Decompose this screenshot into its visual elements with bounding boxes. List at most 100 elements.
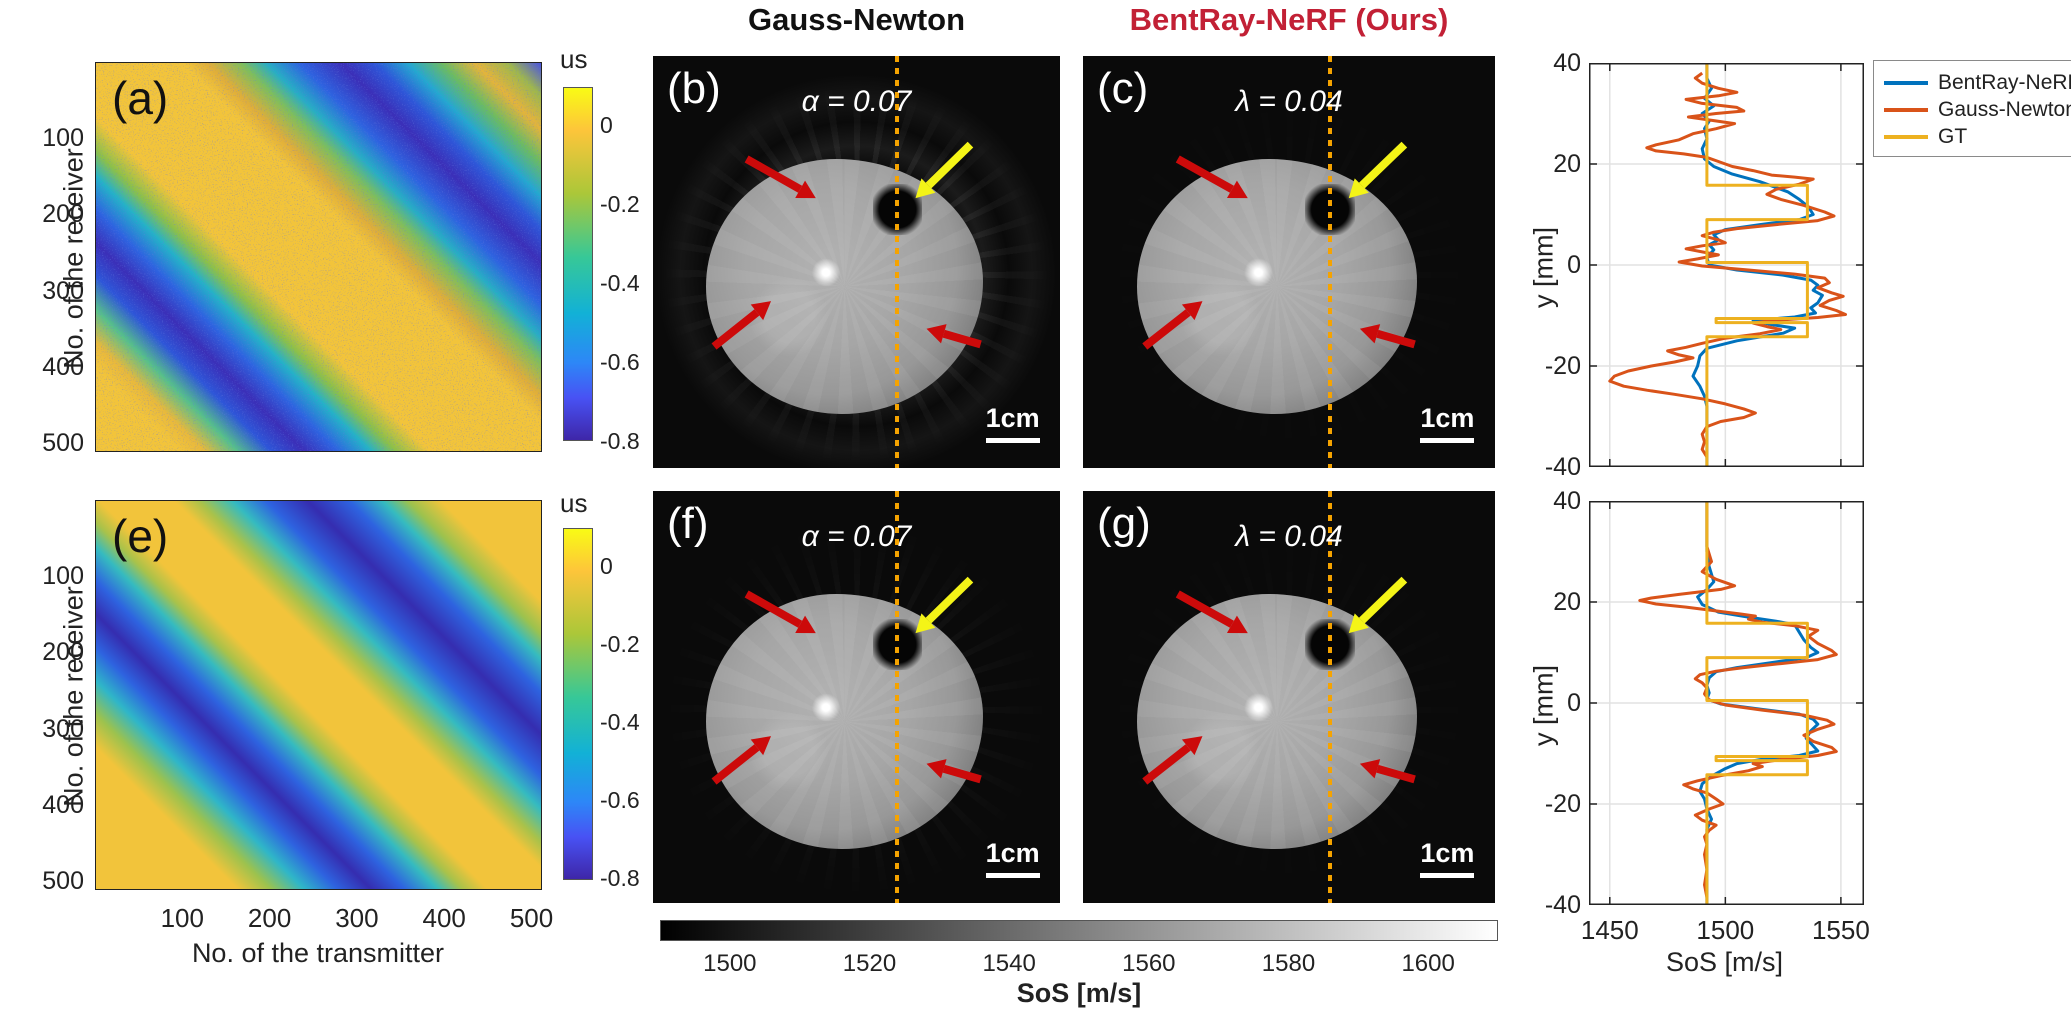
red-arrow-head xyxy=(750,301,772,321)
chart-h-xtick: 1450 xyxy=(1580,915,1639,945)
colorbar-sos-label: SoS [m/s] xyxy=(1016,978,1142,1008)
chart-h-xtick: 1550 xyxy=(1811,915,1870,945)
panel-e-xtick: 200 xyxy=(247,903,292,933)
scale-bar-line xyxy=(985,873,1040,879)
colorbar-e-tick: -0.4 xyxy=(600,709,640,735)
chart-d-ytick: -40 xyxy=(1544,453,1581,481)
chart-d-ytick: -20 xyxy=(1544,352,1581,380)
speckle-noise-overlay xyxy=(96,63,541,451)
red-arrow xyxy=(711,309,760,350)
colorbar-a-tick: -0.6 xyxy=(600,349,640,375)
scale-bar-label: 1cm xyxy=(1420,403,1475,434)
panel-g-regularization-param: λ = 0.04 xyxy=(1235,519,1343,553)
chart-d-ytick: 0 xyxy=(1567,251,1581,279)
scale-bar: 1cm xyxy=(1420,403,1475,444)
panel-e-xtick: 300 xyxy=(335,903,379,933)
profile-line-indicator xyxy=(895,491,900,903)
colorbar-a-tick: 0 xyxy=(600,112,613,138)
colorbar-sos-tick: 1520 xyxy=(842,950,897,977)
scale-bar-label: 1cm xyxy=(985,838,1040,869)
colorbar-sos-tick: 1580 xyxy=(1261,950,1316,977)
panel-a-ytick: 500 xyxy=(42,428,84,457)
phantom-disc xyxy=(1136,159,1417,415)
legend-label-gauss-newton: Gauss-Newton xyxy=(1938,97,2071,121)
colorbar-a-tick: -0.4 xyxy=(600,270,640,296)
scale-bar-label: 1cm xyxy=(985,403,1040,434)
column-header-bentray-nerf: BentRay-NeRF (Ours) xyxy=(1129,2,1449,37)
panel-e-ytick: 200 xyxy=(42,638,84,667)
profile-chart-h xyxy=(1589,501,1864,905)
legend-entry: GT xyxy=(1884,123,2064,150)
red-arrow-head xyxy=(926,324,947,344)
panel-e-letter: (e) xyxy=(112,510,169,562)
colorbar-e-tick: -0.6 xyxy=(600,787,640,813)
panel-f-regularization-param: α = 0.07 xyxy=(801,519,912,553)
red-arrow-head xyxy=(1181,301,1203,321)
x-axis-label-transmitter: No. of the transmitter xyxy=(191,938,445,968)
red-arrow-head xyxy=(750,736,772,756)
colorbar-sos-tick: 1540 xyxy=(982,950,1036,977)
scale-bar-line xyxy=(1420,438,1475,444)
profile-chart-d xyxy=(1589,63,1864,467)
scale-bar: 1cm xyxy=(985,838,1040,879)
panel-g-letter: (g) xyxy=(1097,499,1151,548)
colorbar-e-tick: 0 xyxy=(600,553,613,579)
panel-a-ytick: 300 xyxy=(42,276,84,305)
annotation-arrows xyxy=(711,141,982,350)
colorbar-us-e xyxy=(563,528,593,880)
profile-line-indicator xyxy=(1328,56,1333,468)
y-axis-label-receiver-e: No. of the receiver xyxy=(58,586,89,807)
bright-inclusion xyxy=(811,692,841,722)
chart-d-ytick: 40 xyxy=(1553,49,1581,77)
legend-line-sample-gauss-newton xyxy=(1884,107,1928,112)
colorbar-sos-tick: 1600 xyxy=(1401,950,1455,977)
legend-line-sample-bentray xyxy=(1884,80,1928,85)
red-arrow-head xyxy=(1181,736,1203,756)
red-arrow-head xyxy=(1226,180,1248,199)
red-arrow xyxy=(1175,590,1234,628)
panel-e-delay-heatmap-smooth: (e) xyxy=(95,500,542,890)
panel-b-regularization-param: α = 0.07 xyxy=(801,84,912,118)
panel-f-letter: (f) xyxy=(667,499,709,548)
red-arrow xyxy=(1142,744,1191,785)
panel-b-letter: (b) xyxy=(667,64,721,113)
red-arrow xyxy=(942,329,982,349)
chart-h-ytick: -20 xyxy=(1544,790,1581,818)
panel-c-regularization-param: λ = 0.04 xyxy=(1235,84,1343,118)
series-Gauss-Newton xyxy=(1608,71,1847,458)
chart-h-ytick: -40 xyxy=(1544,891,1581,919)
colorbar-e-tick: -0.8 xyxy=(600,865,640,891)
yellow-arrow-head xyxy=(1348,613,1369,634)
panel-c-letter: (c) xyxy=(1097,64,1149,113)
panel-a-ytick: 400 xyxy=(42,352,84,381)
scale-bar-line xyxy=(1420,873,1475,879)
phantom-disc xyxy=(705,159,983,415)
panel-a-ytick: 100 xyxy=(42,124,84,153)
colorbar-a-tick: -0.2 xyxy=(600,191,640,217)
panel-e-ytick: 500 xyxy=(42,866,84,895)
yellow-arrow-head xyxy=(915,178,936,199)
panel-e-ytick: 300 xyxy=(42,714,84,743)
scale-bar-label: 1cm xyxy=(1420,838,1475,869)
red-arrow-head xyxy=(1359,324,1381,344)
legend-label-gt: GT xyxy=(1938,124,1968,148)
legend-line-sample-gt xyxy=(1884,134,1928,139)
bright-inclusion xyxy=(811,257,841,287)
panel-e-xtick: 100 xyxy=(160,903,204,933)
series-Gauss-Newton xyxy=(1638,501,1838,898)
y-axis-label-receiver-a: No. of the receiver xyxy=(58,148,89,369)
bright-inclusion xyxy=(1243,692,1273,722)
colorbar-a-tick: -0.8 xyxy=(600,428,640,454)
scale-bar: 1cm xyxy=(1420,838,1475,879)
chart-h-ytick: 0 xyxy=(1567,689,1581,717)
bright-inclusion xyxy=(1243,257,1273,287)
red-arrow-head xyxy=(795,615,816,634)
yellow-arrow-head xyxy=(915,613,936,634)
colorbar-sos-grayscale xyxy=(660,920,1498,941)
red-arrow xyxy=(1376,764,1416,784)
panel-e-xtick: 500 xyxy=(509,903,554,933)
scale-bar: 1cm xyxy=(985,403,1040,444)
panel-g-bentray-recon: (g) λ = 0.04 1cm xyxy=(1083,491,1495,903)
red-arrow xyxy=(744,155,803,193)
